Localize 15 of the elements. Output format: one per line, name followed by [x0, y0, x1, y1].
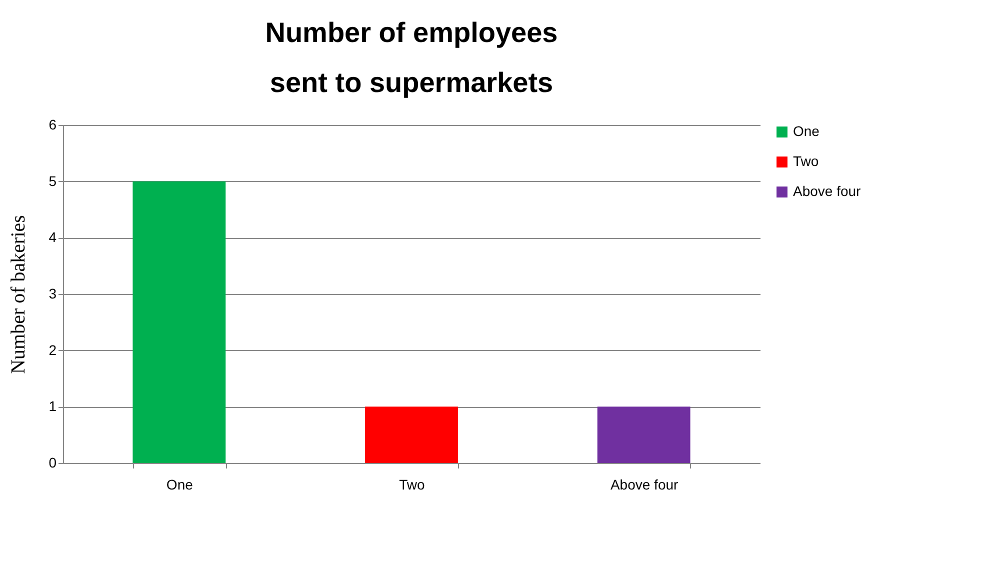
y-tick-label: 5	[48, 172, 57, 189]
x-tick-label: Above four	[610, 476, 679, 492]
x-tick-label: Two	[399, 476, 426, 492]
y-tick-label: 3	[48, 286, 57, 302]
y-tick-label: 0	[48, 454, 57, 470]
legend-label: Above four	[793, 183, 862, 199]
x-tick-label: One	[166, 476, 194, 492]
y-tick-label: 1	[48, 398, 57, 414]
y-tick-label: 6	[48, 116, 57, 132]
y-tick-label: 2	[48, 342, 57, 358]
legend-label: Two	[793, 153, 819, 169]
y-tick-label: 4	[48, 229, 57, 246]
y-axis-title: Number of bakeries	[8, 214, 30, 374]
legend-label: One	[793, 123, 820, 139]
chart-title: Number of employees sent to supermarkets	[265, 17, 558, 98]
